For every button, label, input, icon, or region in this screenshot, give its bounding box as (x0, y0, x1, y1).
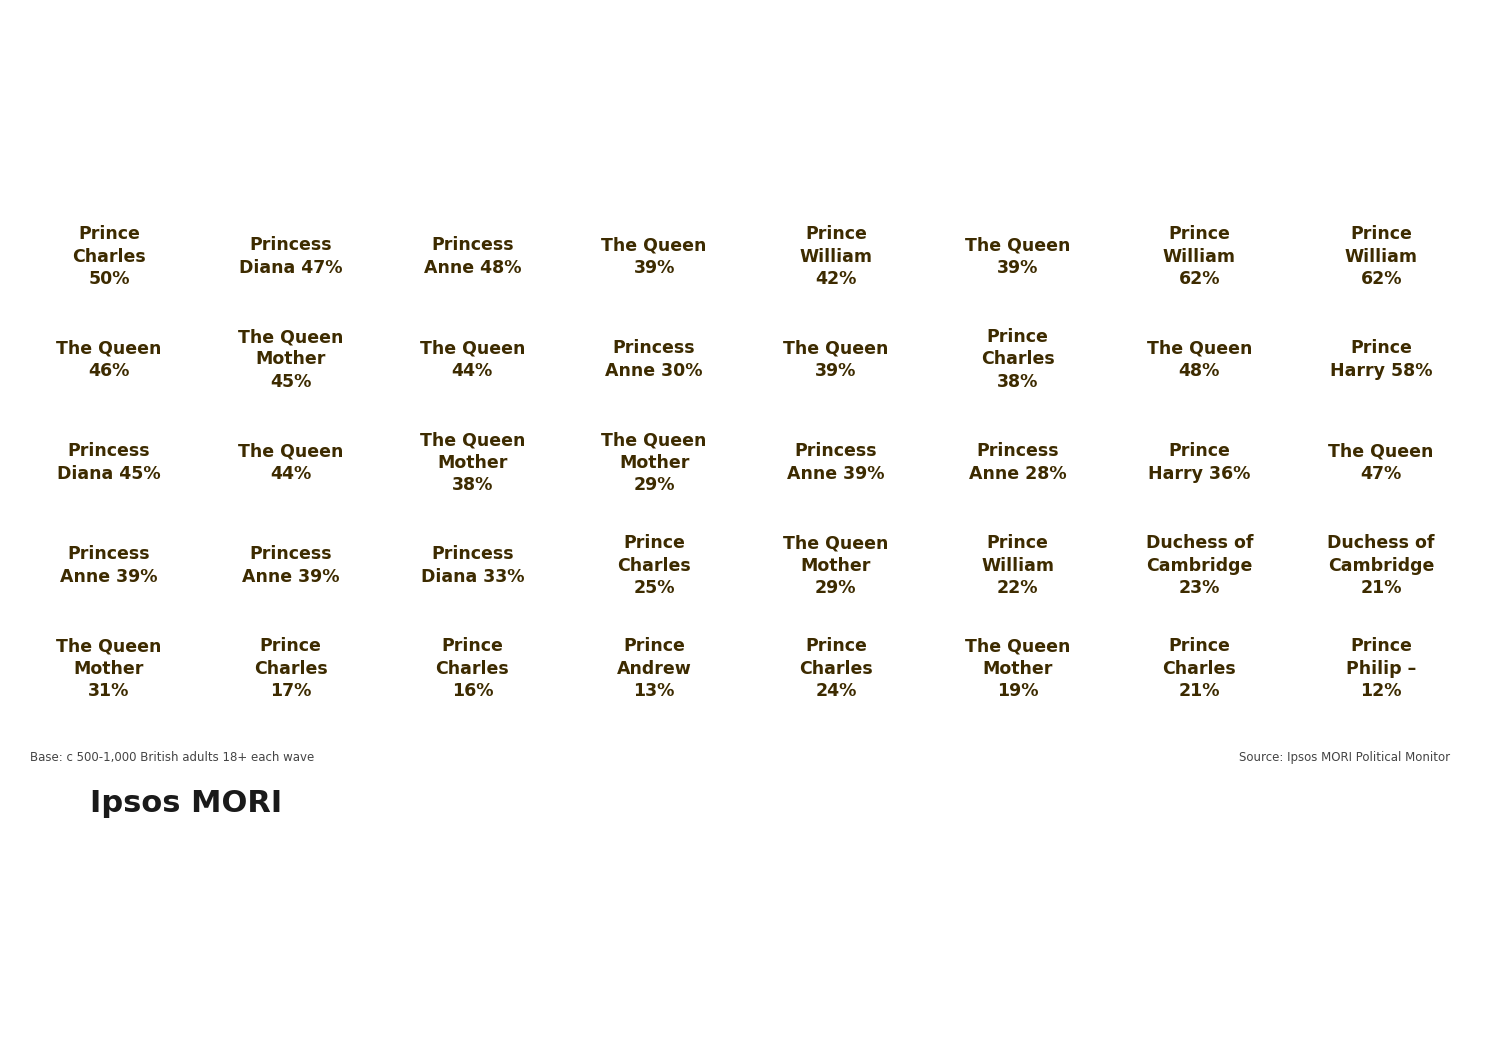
Text: Princess
Anne 48%: Princess Anne 48% (423, 236, 522, 276)
Text: The Queen
Mother
19%: The Queen Mother 19% (966, 638, 1070, 700)
Text: Princess
Anne 30%: Princess Anne 30% (605, 339, 703, 379)
Text: Base: c 500-1,000 British adults 18+ each wave: Base: c 500-1,000 British adults 18+ eac… (30, 750, 314, 763)
Text: Prince
Charles
38%: Prince Charles 38% (980, 328, 1055, 391)
Text: Prince
Harry 36%: Prince Harry 36% (1149, 443, 1250, 483)
Text: Oct 1998: Oct 1998 (611, 171, 697, 189)
Text: Princess
Diana 45%: Princess Diana 45% (57, 443, 161, 483)
Text: The Queen
Mother
38%: The Queen Mother 38% (420, 431, 524, 493)
Text: Prince
Harry 58%: Prince Harry 58% (1331, 339, 1432, 379)
Text: WHICH TWO OR THREE MEMBERS OF THE ROYAL FAMILY DO YOU LIKE THE MOST? (UNPROMPTED: WHICH TWO OR THREE MEMBERS OF THE ROYAL … (27, 110, 757, 123)
Text: Ipsos: Ipsos (40, 798, 70, 808)
Text: Prince
William
22%: Prince William 22% (980, 534, 1053, 597)
Text: The Queen
39%: The Queen 39% (966, 236, 1070, 276)
Text: Duchess of
Cambridge
21%: Duchess of Cambridge 21% (1328, 534, 1435, 597)
Text: The Queen
39%: The Queen 39% (784, 339, 888, 379)
Text: Prince
William
62%: Prince William 62% (1344, 226, 1417, 288)
Text: The Queen
39%: The Queen 39% (602, 236, 706, 276)
Text: Dec 1994: Dec 1994 (428, 171, 519, 189)
Text: The Queen
46%: The Queen 46% (57, 339, 161, 379)
Text: Source: Ipsos MORI Political Monitor: Source: Ipsos MORI Political Monitor (1238, 750, 1450, 763)
Text: Prince
Charles
17%: Prince Charles 17% (253, 638, 328, 700)
Text: Prince
Charles
21%: Prince Charles 21% (1162, 638, 1237, 700)
Text: Princess
Anne 39%: Princess Anne 39% (60, 545, 158, 586)
Text: The Queen
Mother
31%: The Queen Mother 31% (57, 638, 161, 700)
Text: The Queen
44%: The Queen 44% (238, 443, 343, 483)
Text: Princess
Diana 47%: Princess Diana 47% (238, 236, 343, 276)
Text: Most liked members of the Royal Family 1984-2018: Most liked members of the Royal Family 1… (33, 34, 1237, 76)
Text: Princess
Anne 39%: Princess Anne 39% (787, 443, 885, 483)
Text: Ipsos MORI: Ipsos MORI (89, 788, 282, 818)
Text: The Queen
Mother
29%: The Queen Mother 29% (784, 534, 888, 597)
Text: April 2001: April 2001 (967, 171, 1068, 189)
Text: Political Monitor | January 2018 | Final | Public: Political Monitor | January 2018 | Final… (22, 1036, 276, 1047)
Text: April 1984: April 1984 (58, 171, 159, 189)
Text: Prince
William
62%: Prince William 62% (1162, 226, 1235, 288)
Text: Nov 2012: Nov 2012 (1153, 171, 1246, 189)
Text: The Queen
48%: The Queen 48% (1147, 339, 1252, 379)
Text: Jan 1994: Jan 1994 (249, 171, 334, 189)
Text: Duchess of
Cambridge
23%: Duchess of Cambridge 23% (1146, 534, 1253, 597)
Text: Prince
Charles
16%: Prince Charles 16% (435, 638, 510, 700)
Text: Princess
Anne 28%: Princess Anne 28% (968, 443, 1067, 483)
Text: Prince
William
42%: Prince William 42% (799, 226, 872, 288)
Text: The Queen
47%: The Queen 47% (1329, 443, 1433, 483)
Text: Jan 2018: Jan 2018 (1338, 171, 1423, 189)
Text: Princess
Diana 33%: Princess Diana 33% (420, 545, 524, 586)
Text: Prince
Charles
25%: Prince Charles 25% (617, 534, 691, 597)
Text: Prince
Charles
50%: Prince Charles 50% (72, 226, 146, 288)
Text: Dec 2000: Dec 2000 (790, 171, 882, 189)
Text: The Queen
Mother
29%: The Queen Mother 29% (602, 431, 706, 493)
Text: Prince
Andrew
13%: Prince Andrew 13% (617, 638, 691, 700)
Text: Prince
Philip –
12%: Prince Philip – 12% (1345, 638, 1417, 700)
Text: The Queen
44%: The Queen 44% (420, 339, 524, 379)
Text: 5: 5 (1465, 1034, 1472, 1048)
Text: Prince
Charles
24%: Prince Charles 24% (799, 638, 873, 700)
Text: The Queen
Mother
45%: The Queen Mother 45% (238, 328, 343, 391)
Text: Princess
Anne 39%: Princess Anne 39% (241, 545, 340, 586)
